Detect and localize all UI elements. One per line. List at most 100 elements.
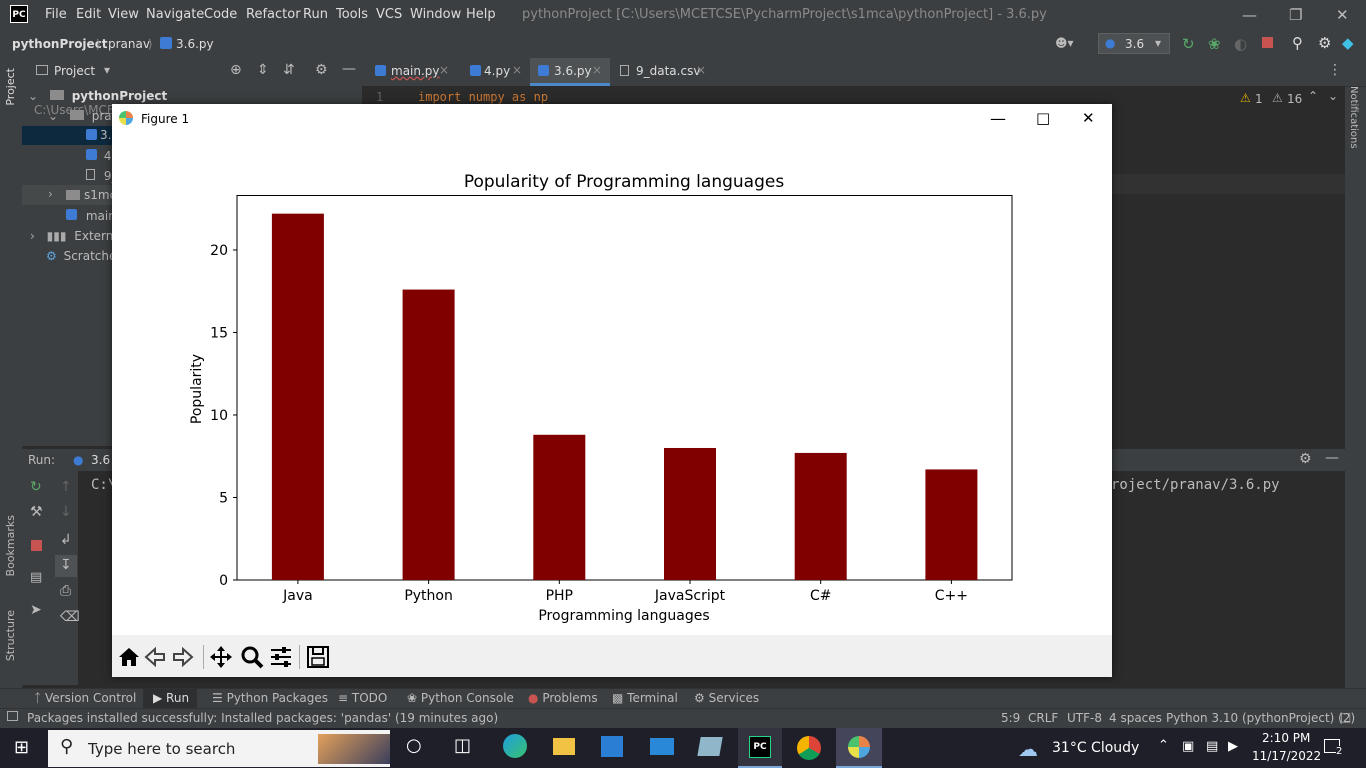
run-config-selector[interactable]: ● 3.6 ▾	[1098, 33, 1170, 54]
security-icon[interactable]: ▣	[1182, 739, 1195, 754]
arrow-down-icon[interactable]: ↓	[60, 504, 72, 520]
stop-icon[interactable]	[31, 540, 42, 551]
edge-icon[interactable]	[503, 734, 527, 758]
tool-python-packages[interactable]: ☰ Python Packages	[212, 691, 328, 705]
gear-icon[interactable]: ⚙	[315, 62, 328, 78]
tab-3-6-py[interactable]: 3.6.py ×	[530, 58, 610, 86]
tool-services[interactable]: ⚙ Services	[694, 691, 760, 705]
taskbar-pycharm[interactable]: PC	[738, 728, 782, 768]
weak-warning-count[interactable]: 16	[1287, 92, 1303, 106]
forward-icon[interactable]	[170, 644, 196, 670]
tab-main-py[interactable]: main.py ×	[365, 58, 455, 86]
menu-tools[interactable]: Tools	[336, 7, 369, 22]
close-icon[interactable]: ✕	[1082, 109, 1095, 127]
warning-count[interactable]: 1	[1255, 92, 1263, 106]
tool-todo[interactable]: ≡ TODO	[338, 691, 388, 705]
lock-icon[interactable]: □	[1340, 710, 1352, 724]
wrench-icon[interactable]: ⚒	[30, 504, 43, 520]
tree-item-main[interactable]: main.	[66, 209, 120, 223]
hide-icon[interactable]: —	[1325, 450, 1339, 466]
tree-item-scratches[interactable]: ⚙ Scratche	[46, 249, 116, 263]
configure-subplots-icon[interactable]	[268, 644, 294, 670]
menu-vcs[interactable]: VCS	[376, 7, 403, 22]
taskbar-figure-window[interactable]	[836, 728, 882, 768]
debug-icon[interactable]: ❀	[1208, 35, 1221, 53]
tab-4-py[interactable]: 4.py ×	[462, 58, 530, 86]
layout-icon[interactable]: ▤	[30, 570, 43, 585]
panel-toggle-icon[interactable]	[7, 711, 18, 721]
menu-navigate[interactable]: Navigate	[146, 7, 205, 22]
menu-file[interactable]: File	[45, 7, 67, 22]
soft-wrap-icon[interactable]: ↲	[60, 532, 72, 548]
tab-close-icon[interactable]: ×	[439, 63, 450, 77]
breadcrumb-folder[interactable]: pranav	[108, 37, 150, 51]
save-icon[interactable]	[305, 644, 331, 670]
tab-9-data-csv[interactable]: 9_data.csv ×	[612, 58, 712, 86]
tree-item-external[interactable]: › ▮▮▮ External	[30, 229, 124, 243]
project-panel-title[interactable]: Project	[54, 64, 96, 78]
home-icon[interactable]	[116, 644, 142, 670]
structure-tool-button[interactable]: Structure	[4, 610, 17, 662]
volume-icon[interactable]: ▶	[1228, 739, 1238, 754]
chrome-icon[interactable]	[797, 736, 821, 760]
tab-close-icon[interactable]: ×	[696, 63, 707, 77]
chevron-down-icon[interactable]: ⌄	[1328, 89, 1339, 103]
menu-help[interactable]: Help	[466, 7, 496, 22]
rerun-icon[interactable]: ↻	[30, 479, 42, 495]
menu-window[interactable]: Window	[410, 7, 462, 22]
network-icon[interactable]: ▤	[1206, 739, 1219, 754]
maximize-icon[interactable]: □	[1036, 109, 1051, 127]
tool-run[interactable]: ▶ Run	[153, 691, 190, 705]
settings-icon[interactable]: ⚙	[1318, 34, 1332, 52]
notifications-tool-button[interactable]: Notifications	[1348, 86, 1359, 149]
scroll-to-end-button[interactable]	[55, 555, 77, 577]
pan-icon[interactable]	[208, 644, 234, 670]
user-icon[interactable]: ☻▾	[1055, 36, 1074, 50]
tool-problems[interactable]: ● Problems	[528, 691, 598, 705]
weather-text[interactable]: 31°C Cloudy	[1052, 740, 1140, 756]
indent-setting[interactable]: 4 spaces	[1109, 711, 1162, 725]
tool-terminal[interactable]: ▩ Terminal	[612, 691, 678, 705]
clock-time[interactable]: 2:10 PM	[1262, 731, 1311, 745]
bookmarks-tool-button[interactable]: Bookmarks	[4, 515, 17, 577]
menu-edit[interactable]: Edit	[76, 7, 102, 22]
file-explorer-icon[interactable]	[553, 738, 575, 755]
zoom-icon[interactable]	[239, 644, 265, 670]
back-icon[interactable]	[142, 644, 168, 670]
tray-chevron-icon[interactable]: ⌃	[1158, 738, 1169, 753]
notes-app-icon[interactable]	[697, 737, 723, 756]
tree-item-file-4[interactable]: 4.	[86, 149, 115, 163]
gear-icon[interactable]: ⚙	[1299, 451, 1312, 467]
minimize-icon[interactable]: —	[990, 109, 1006, 128]
print-icon[interactable]: ⎙	[60, 583, 72, 599]
expand-all-icon[interactable]: ⇕	[257, 62, 269, 78]
task-view-icon[interactable]: ◫	[454, 735, 472, 756]
close-icon[interactable]: ✕	[1336, 6, 1349, 24]
file-encoding[interactable]: UTF-8	[1067, 711, 1102, 725]
line-separator[interactable]: CRLF	[1028, 711, 1059, 725]
breadcrumb-file[interactable]: 3.6.py	[176, 37, 214, 51]
store-icon[interactable]	[601, 736, 623, 757]
pin-icon[interactable]: ➤	[30, 602, 42, 618]
locate-icon[interactable]: ⊕	[230, 62, 242, 78]
jetbrains-icon[interactable]: ◆	[1342, 34, 1354, 52]
mail-icon[interactable]	[650, 738, 674, 755]
more-tabs-icon[interactable]: ⋮	[1328, 62, 1342, 78]
hide-icon[interactable]: —	[342, 61, 356, 77]
taskbar-search[interactable]: ⚲ Type here to search	[48, 730, 390, 767]
search-icon[interactable]: ⚲	[1292, 34, 1303, 52]
chevron-down-icon[interactable]: ▾	[104, 63, 111, 77]
profile-icon[interactable]: ◐	[1234, 35, 1248, 53]
cortana-icon[interactable]: ○	[406, 735, 422, 756]
rerun-icon[interactable]: ↻	[1182, 35, 1195, 53]
restore-icon[interactable]: ❐	[1289, 6, 1303, 24]
python-interpreter[interactable]: Python 3.10 (pythonProject) (2)	[1166, 711, 1356, 725]
tool-python-console[interactable]: ❀ Python Console	[407, 691, 514, 705]
menu-code[interactable]: Code	[204, 7, 238, 22]
run-config-tab[interactable]: 3.6	[91, 453, 111, 467]
clock-date[interactable]: 11/17/2022	[1252, 749, 1322, 763]
menu-view[interactable]: View	[108, 7, 139, 22]
menu-refactor[interactable]: Refactor	[246, 7, 301, 22]
arrow-up-icon[interactable]: ↑	[60, 479, 72, 495]
breadcrumb-project[interactable]: pythonProject	[12, 37, 108, 51]
